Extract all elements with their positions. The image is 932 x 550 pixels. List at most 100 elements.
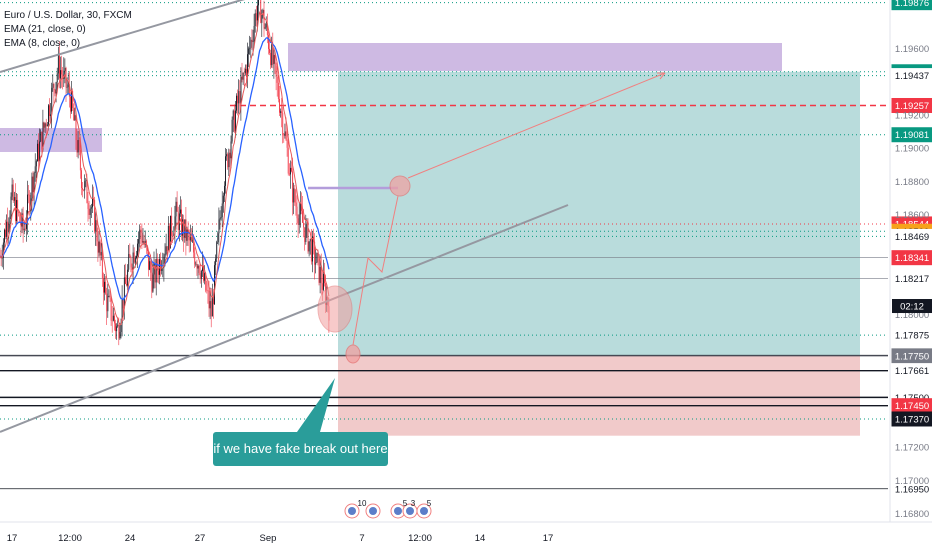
time-tick: 7 [359, 533, 364, 544]
price-tag[interactable] [891, 97, 932, 113]
candle-body [286, 139, 288, 148]
candle-body [184, 219, 186, 239]
chart-legend: Euro / U.S. Dollar, 30, FXCM EMA (21, cl… [4, 9, 132, 51]
price-tag[interactable] [891, 127, 932, 143]
candle-body [308, 241, 310, 252]
candle-body [101, 251, 103, 279]
flag-icon [348, 507, 356, 515]
candle-body [291, 167, 292, 172]
trend-line-ascending[interactable] [0, 204, 569, 433]
price-tag[interactable] [891, 0, 932, 11]
price-tag-label: 1.17750 [895, 351, 929, 362]
candle-body [29, 194, 31, 211]
candle-body [50, 114, 52, 116]
candle-body [108, 295, 110, 297]
candle-body [273, 55, 275, 65]
candle-body [104, 281, 105, 293]
candle-body [60, 70, 61, 79]
candle-body [35, 161, 37, 167]
candle-body [206, 290, 208, 292]
candle-body [321, 283, 323, 290]
candle-body [89, 208, 91, 215]
candle-body [0, 256, 2, 259]
price-tag[interactable] [891, 363, 932, 379]
candle-body [63, 70, 65, 79]
candle-body [213, 298, 214, 305]
candle-body [99, 241, 101, 256]
price-tag-label: 1.17370 [895, 414, 929, 425]
candle-body [304, 227, 306, 242]
circle-marker[interactable] [345, 344, 361, 364]
callout-note[interactable]: if we have fake break out here [213, 432, 388, 466]
event-count: 10 [358, 499, 367, 508]
stop-zone[interactable] [338, 355, 860, 436]
candle-body [214, 265, 215, 305]
candle-body [98, 241, 100, 253]
candle-body [115, 323, 116, 332]
candle-body [16, 199, 17, 221]
trend-line-upper[interactable] [0, 0, 275, 73]
price-tag-label: 1.18341 [895, 253, 929, 264]
candle-body [86, 179, 88, 203]
candle-body [21, 213, 23, 227]
candle-body [185, 219, 187, 241]
circle-marker[interactable] [317, 285, 353, 333]
candle-body [241, 76, 243, 80]
candle-body [56, 73, 58, 83]
candle-body [237, 95, 239, 104]
price-tag[interactable] [891, 68, 932, 84]
time-tick: 12:00 [408, 533, 432, 544]
price-tag[interactable] [891, 250, 932, 266]
candle-body [324, 274, 325, 284]
candle-body [200, 271, 202, 279]
candle-body [320, 266, 322, 284]
candle-body [274, 55, 276, 64]
price-tag-label: 1.19876 [895, 0, 929, 9]
indicator-ema8[interactable]: EMA (8, close, 0) [4, 38, 81, 49]
candle-body [22, 213, 24, 231]
candle-body [40, 131, 42, 142]
purple-zone-top [288, 43, 782, 71]
candle-body [215, 258, 217, 266]
candle-body [226, 154, 228, 157]
target-zone[interactable] [338, 71, 860, 356]
candle-body [239, 91, 241, 107]
time-axis: 17 12:00 24 27 Sep 7 12:00 14 17 [0, 521, 932, 544]
candle-body [148, 250, 149, 270]
candle-body [293, 188, 295, 203]
candle-body [13, 197, 15, 201]
price-tick: 1.19000 [895, 144, 929, 155]
candle-body [236, 95, 237, 111]
indicator-ema21[interactable]: EMA (21, close, 0) [4, 24, 86, 35]
circle-marker[interactable] [389, 175, 411, 197]
candle-body [94, 199, 96, 232]
price-tag[interactable] [891, 327, 932, 343]
candle-body [83, 189, 85, 191]
candle-body [34, 166, 36, 174]
candle-body [207, 290, 209, 292]
candle-body [299, 203, 301, 215]
price-tag[interactable] [891, 270, 932, 286]
candle-body [188, 233, 190, 241]
price-tag[interactable] [891, 348, 932, 364]
candle-body [61, 70, 63, 75]
candle-body [194, 252, 196, 265]
target-arrow[interactable] [407, 72, 666, 179]
price-tag[interactable] [891, 228, 932, 244]
price-tick: 1.17200 [895, 443, 929, 454]
candle-body [140, 229, 142, 233]
candle-body [205, 273, 207, 291]
candle-body [209, 301, 211, 309]
price-tag[interactable] [891, 481, 932, 497]
candle-body [8, 223, 10, 232]
symbol-title[interactable]: Euro / U.S. Dollar, 30, FXCM [4, 10, 132, 21]
candle-body [250, 39, 252, 48]
candle-body [96, 220, 98, 242]
candle-body [120, 323, 122, 332]
candle-body [186, 229, 188, 241]
flag-icon [369, 507, 377, 515]
candle-body [265, 23, 267, 28]
candle-body [258, 0, 259, 6]
price-tag[interactable] [891, 411, 932, 427]
